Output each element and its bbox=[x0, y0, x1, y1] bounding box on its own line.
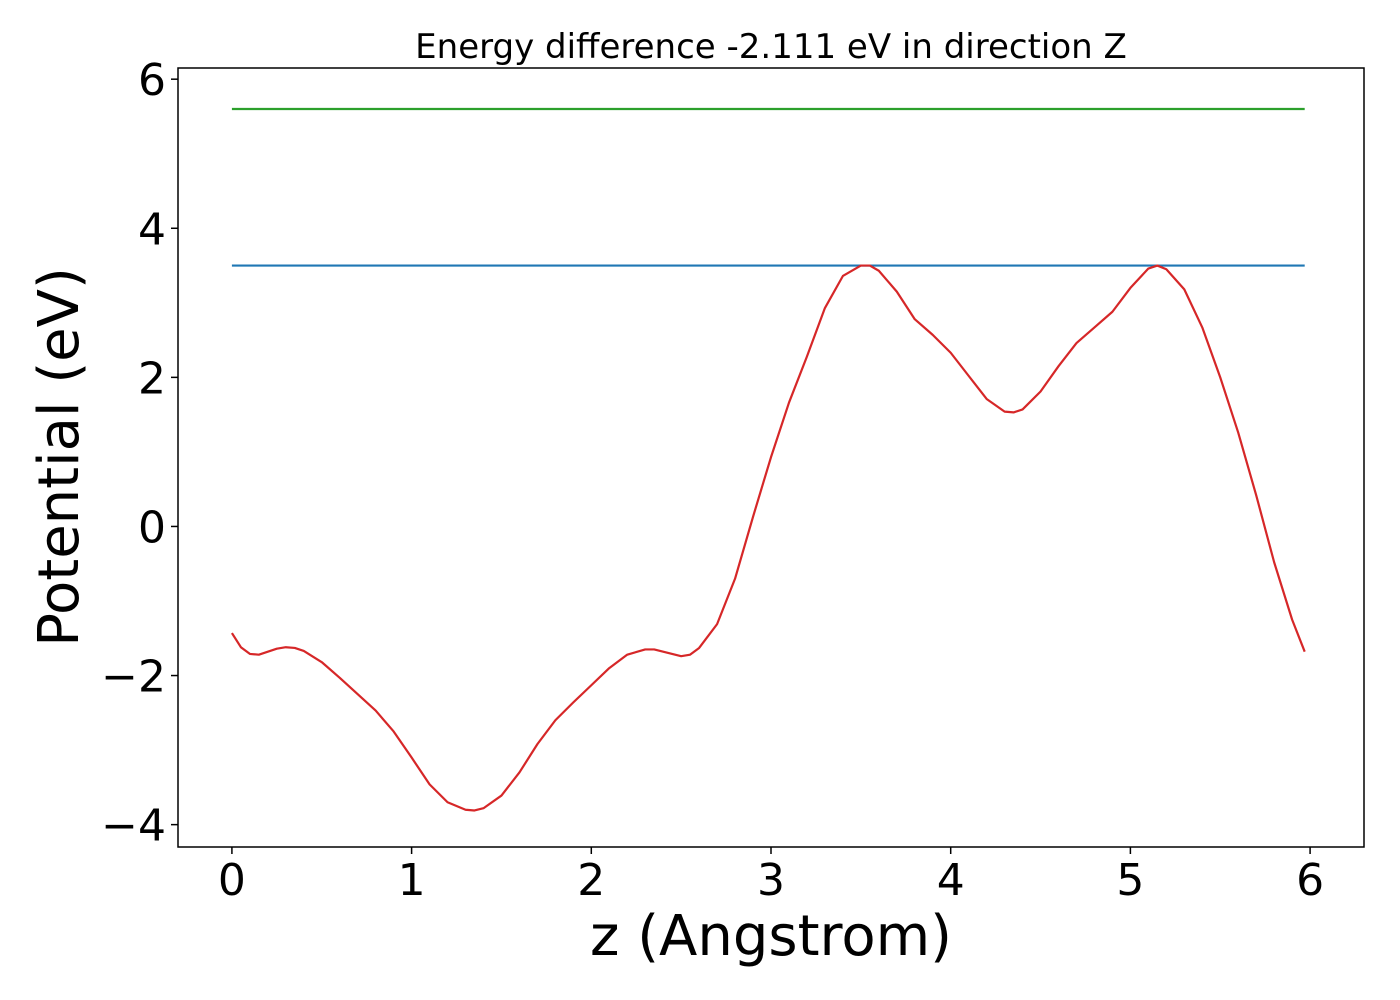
y-axis-label: Potential (eV) bbox=[27, 267, 92, 647]
y-tick-label: −4 bbox=[101, 801, 166, 852]
x-axis-label: z (Angstrom) bbox=[590, 904, 952, 969]
series-line-2 bbox=[230, 264, 1306, 812]
y-tick-label: 6 bbox=[138, 55, 166, 106]
y-tick-label: 0 bbox=[138, 502, 166, 553]
x-tick-label: 2 bbox=[577, 855, 605, 906]
y-tick-label: 2 bbox=[138, 353, 166, 404]
x-tick-label: 4 bbox=[937, 855, 965, 906]
x-tick-label: 6 bbox=[1296, 855, 1324, 906]
x-tick-label: 1 bbox=[398, 855, 426, 906]
x-tick-label: 0 bbox=[218, 855, 246, 906]
ticks-layer: 0 1 2 3 4 5 6 −4 −2 0 2 4 6 bbox=[101, 55, 1324, 906]
y-tick-label: −2 bbox=[101, 652, 166, 703]
chart-title: Energy difference -2.111 eV in direction… bbox=[415, 27, 1127, 67]
x-tick-label: 5 bbox=[1116, 855, 1144, 906]
x-tick-label: 3 bbox=[757, 855, 785, 906]
series-layer bbox=[230, 107, 1306, 812]
y-tick-label: 4 bbox=[138, 204, 166, 255]
